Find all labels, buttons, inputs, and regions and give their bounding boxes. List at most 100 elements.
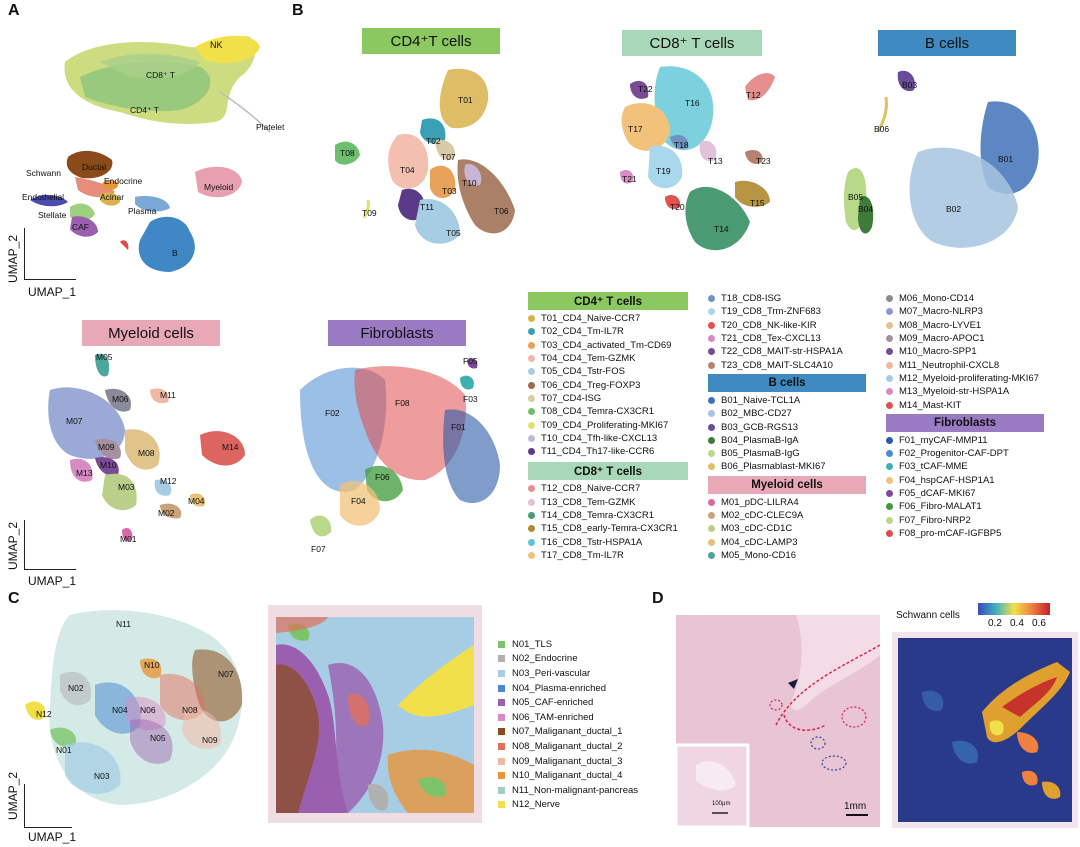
myeloid-label-m02: M02 <box>158 508 175 518</box>
cluster-label-plasma: Plasma <box>128 206 157 216</box>
niche-legend: N01_TLS N02_Endocrine N03_Peri-vascular N04… <box>498 637 668 812</box>
panel-letter-b: B <box>292 2 304 19</box>
myeloid-axes <box>24 520 76 570</box>
fibro-label-f07: F07 <box>311 544 326 554</box>
legend-label: N05_CAF-enriched <box>512 697 594 709</box>
legend-swatch <box>708 308 715 316</box>
banner-b-cells: B cells <box>878 30 1016 56</box>
legend-item: T20_CD8_NK-like-KIR <box>708 319 866 332</box>
legend-item: T03_CD4_activated_Tm-CD69 <box>528 339 688 352</box>
legend-myeloid-list-a: M01_pDC-LILRA4 M02_cDC-CLEC9A M03_cDC-CD1C… <box>708 496 866 562</box>
legend-swatch <box>528 525 535 533</box>
legend-item: T11_CD4_Th17-like-CCR6 <box>528 445 688 458</box>
legend-label: N09_Maliganant_ductal_3 <box>512 755 623 767</box>
cluster-label-endothelial: Endothelial <box>22 192 65 202</box>
cd4-label-t08: T08 <box>340 148 355 158</box>
legend-label: T10_CD4_Tfh-like-CXCL13 <box>541 432 658 444</box>
legend-item: M11_Neutrophil-CXCL8 <box>886 358 1044 371</box>
legend-swatch <box>708 538 715 546</box>
legend-b-list: B01_Naive-TCL1A B02_MBC-CD27 B03_GCB-RGS13… <box>708 394 866 474</box>
cd4-label-t01: T01 <box>458 95 473 105</box>
legend-item: T06_CD4_Treg-FOXP3 <box>528 378 688 391</box>
cd8-label-t23: T23 <box>756 156 771 166</box>
legend-label: F08_pro-mCAF-IGFBP5 <box>899 527 1002 539</box>
schwann-spatial-map <box>892 632 1078 828</box>
legend-swatch <box>886 348 893 356</box>
cluster-label-caf: CAF <box>72 222 89 232</box>
he-histology-image: 100μm 1mm <box>676 615 880 827</box>
legend-label: F04_hspCAF-HSP1A1 <box>899 474 995 486</box>
legend-label: M11_Neutrophil-CXCL8 <box>899 359 1000 371</box>
legend-label: F06_Fibro-MALAT1 <box>899 501 982 513</box>
cd8-umap: T22 T16 T12 T17 T18 T13 T23 T19 T21 T20 … <box>610 62 790 262</box>
legend-swatch <box>708 512 715 519</box>
legend-swatch <box>528 512 535 519</box>
myeloid-umap: M05 M06 M11 M07 M14 M09 M08 M10 M13 M03 … <box>40 350 260 560</box>
niche-label-n08: N08 <box>182 705 198 715</box>
colorbar-tick-1: 0.2 <box>988 618 1002 629</box>
legend-swatch <box>528 538 535 546</box>
legend-item: B02_MBC-CD27 <box>708 407 866 420</box>
he-histology-svg <box>676 615 880 827</box>
cluster-label-cd4t: CD4⁺ T <box>130 105 159 115</box>
legend-swatch <box>498 742 505 750</box>
legend-item: B06_Plasmablast-MKI67 <box>708 460 866 473</box>
legend-swatch <box>886 529 893 537</box>
legend-swatch <box>886 516 893 524</box>
legend-swatch <box>498 786 505 794</box>
cd8-label-t22: T22 <box>638 84 653 94</box>
legend-item: M12_Myeloid-proliferating-MKI67 <box>886 372 1044 385</box>
legend-swatch <box>708 525 715 533</box>
cd8-label-t21: T21 <box>622 174 637 184</box>
myeloid-label-m09: M09 <box>98 442 115 452</box>
legend-label: M08_Macro-LYVE1 <box>899 319 982 331</box>
legend-label: M05_Mono-CD16 <box>721 549 796 561</box>
legend-swatch <box>886 335 893 343</box>
banner-fibroblasts: Fibroblasts <box>328 320 466 346</box>
fibro-label-f01: F01 <box>451 422 466 432</box>
cd4-label-t07: T07 <box>441 152 456 162</box>
legend-label: T04_CD4_Tem-GZMK <box>541 353 636 365</box>
legend-item: F03_tCAF-MME <box>886 460 1044 473</box>
b-label-b03: B03 <box>902 80 918 90</box>
legend-swatch <box>528 434 535 442</box>
cd8-label-t17: T17 <box>628 124 643 134</box>
cd4-label-t09: T09 <box>362 208 377 218</box>
legend-item: F05_dCAF-MKI67 <box>886 487 1044 500</box>
fibro-label-f08: F08 <box>395 398 410 408</box>
arrowhead-icon <box>788 679 798 689</box>
banner-cd8-t-cells: CD8⁺ T cells <box>622 30 762 56</box>
colorbar-title: Schwann cells <box>896 610 960 621</box>
legend-swatch <box>528 498 535 506</box>
cd8-label-t13: T13 <box>708 156 723 166</box>
myeloid-label-m07: M07 <box>66 416 83 426</box>
legend-label: T06_CD4_Treg-FOXP3 <box>541 379 641 391</box>
legend-item: F01_myCAF-MMP11 <box>886 434 1044 447</box>
niche-label-n02: N02 <box>68 683 84 693</box>
niche-label-n03: N03 <box>94 771 110 781</box>
myeloid-label-m12: M12 <box>160 476 177 486</box>
legend-label: N12_Nerve <box>512 799 561 811</box>
legend-swatch <box>886 361 893 369</box>
cluster-label-ductal: Ductal <box>82 162 107 172</box>
legend-label: F03_tCAF-MME <box>899 461 968 473</box>
legend-item: T01_CD4_Naive-CCR7 <box>528 312 688 325</box>
legend-label: B06_Plasmablast-MKI67 <box>721 461 826 473</box>
legend-item: N11_Non-malignant-pancreas <box>498 783 668 798</box>
legend-item: T02_CD4_Tm-IL7R <box>528 325 688 338</box>
legend-item: M14_Mast-KIT <box>886 398 1044 411</box>
legend-swatch <box>528 421 535 429</box>
niche-label-n07: N07 <box>218 669 234 679</box>
panel-a-ylabel: UMAP_2 <box>6 234 20 283</box>
legend-cd8-head: CD8⁺ T cells <box>528 462 688 481</box>
legend-swatch <box>528 408 535 416</box>
legend-swatch <box>886 450 893 458</box>
legend-label: M13_Myeloid-str-HSPA1A <box>899 386 1010 398</box>
legend-label: T15_CD8_early-Temra-CX3CR1 <box>541 523 678 535</box>
legend-label: B04_PlasmaB-IgA <box>721 434 799 446</box>
legend-label: F01_myCAF-MMP11 <box>899 434 988 446</box>
legend-item: T12_CD8_Naive-CCR7 <box>528 482 688 495</box>
legend-swatch <box>708 348 715 356</box>
legend-swatch <box>498 669 505 677</box>
myeloid-label-m11: M11 <box>160 390 176 400</box>
